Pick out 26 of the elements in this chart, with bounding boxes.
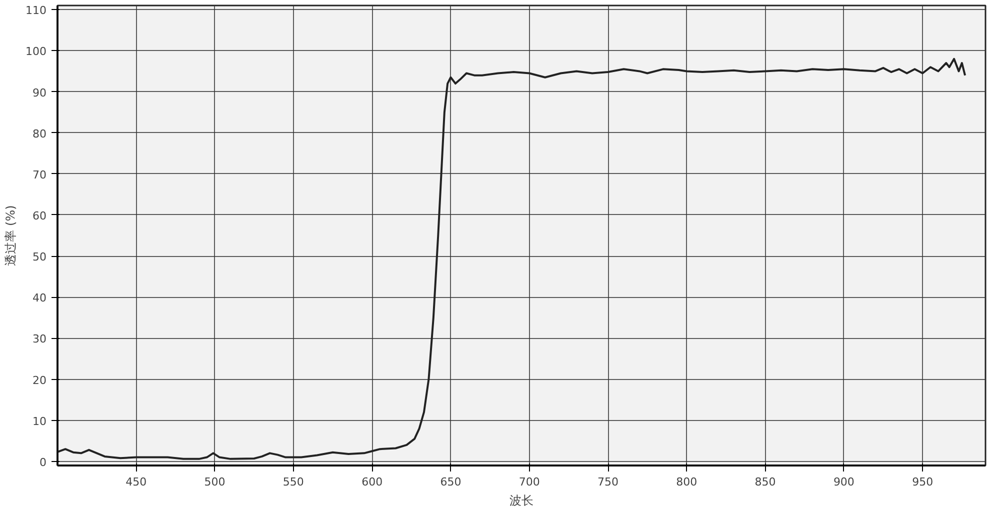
y-tick-label: 30 [32,332,47,346]
x-tick-label: 600 [362,476,383,488]
x-tick-label: 650 [440,476,462,488]
y-tick-label: 50 [32,250,47,264]
y-tick-label: 0 [40,456,46,469]
x-tick-label: 850 [754,476,776,488]
y-tick-label: 40 [32,292,47,305]
y-tick-label: 110 [26,4,47,18]
y-tick-label: 90 [32,86,47,100]
x-tick-label: 700 [518,476,540,488]
x-tick-label: 550 [282,476,304,488]
x-axis-title: 波长 [510,494,534,508]
y-tick-label: 100 [26,45,47,58]
y-tick-label: 10 [32,414,47,428]
x-tick-label: 750 [598,476,619,488]
y-axis-title: 透过率 (%) [4,205,18,266]
x-tick-label: 500 [204,476,226,488]
y-tick-label: 80 [32,127,47,140]
y-tick-label: 60 [32,209,47,222]
y-tick-label: 70 [32,168,47,182]
x-tick-label: 950 [912,476,934,488]
x-tick-label: 800 [676,476,698,488]
x-tick-label: 450 [126,476,147,488]
line-series [58,58,966,460]
y-tick-label: 20 [32,374,47,387]
x-tick-label: 900 [833,476,854,488]
